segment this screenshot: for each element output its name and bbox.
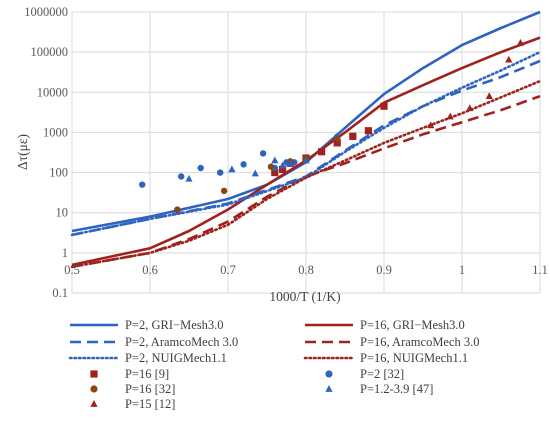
legend-label: P=15 [12] [125,397,175,411]
data-point-p-15-12 [446,112,454,120]
y-tick-label: 1000 [43,125,68,139]
series-line-p-2-nuigmech1-1 [70,50,542,237]
data-point-p-16-9 [364,127,372,135]
data-point-p-16-32 [174,206,181,213]
series-line-p-16-gri-mesh3-0 [71,36,541,267]
tick-layer: 0.5 0.6 0.7 0.8 0.9 1 1.1 0.1 1 10 100 1000 10000 100… [24,5,548,300]
data-point-p-15-12 [516,38,525,46]
legend-label: P=16, GRI−Mesh3.0 [360,318,465,332]
legend-swatch [325,370,333,378]
y-tick-label: 10000 [37,85,68,99]
legend-label: P=2, AramcoMech 3.0 [125,335,238,349]
data-point-p-1-2-3-9-47 [286,159,294,167]
x-tick-label: 1.1 [532,263,548,277]
data-point-p-1-2-3-9-47 [251,169,259,177]
legend-label: P=1.2-3.9 [47] [360,382,433,396]
legend-label: P=16, AramcoMech 3.0 [360,335,480,349]
x-tick-label: 0.9 [376,263,392,277]
data-point-p-16-9 [279,165,287,173]
data-point-p-15-12 [485,92,493,100]
data-point-p-2-32 [197,164,204,172]
y-tick-label: 10 [56,206,69,220]
y-tick-label: 1000000 [24,5,68,19]
data-point-p-16-9 [333,139,341,147]
legend-label: P=2, NUIGMech1.1 [125,351,227,365]
legend-swatch [90,370,98,378]
data-point-p-15-12 [505,55,513,63]
data-point-p-16-32 [220,187,228,195]
x-tick-label: 0.8 [298,263,314,277]
data-point-p-16-9 [349,132,357,140]
data-point-p-15-12 [466,104,474,112]
grid-layer [71,11,541,294]
data-point-p-1-2-3-9-47 [185,174,193,182]
data-point-p-1-2-3-9-47 [302,156,310,164]
data-point-p-2-32 [217,169,224,176]
data-point-p-1-2-3-9-47 [228,165,236,173]
data-point-p-1-2-3-9-47 [279,161,287,169]
y-axis-title: Δτ(με) [15,134,30,170]
x-axis-title: 1000/T (1/K) [269,289,340,304]
data-point-p-16-32 [267,163,275,170]
legend-label: P=2 [32] [360,367,404,381]
data-point-p-1-2-3-9-47 [271,156,279,164]
data-point-p-2-32 [178,173,185,180]
x-tick-label: 1 [459,263,465,277]
legend-label: P=16 [9] [125,367,169,381]
x-tick-label: 0.6 [142,263,158,277]
legend-label: P=16 [32] [125,382,175,396]
data-point-p-2-32 [259,150,267,157]
data-point-p-2-32 [240,161,247,168]
data-point-p-16-9 [380,102,388,110]
legend-swatch [325,385,333,392]
legend-swatch [90,400,98,407]
data-point-p-16-9 [271,168,279,177]
y-tick-label: 100000 [31,45,69,59]
legend: P=2, GRI−Mesh3.0 P=16, GRI−Mesh3.0 P=2, Ar… [68,318,480,411]
series-line-p-2-gri-mesh3-0 [71,10,541,233]
y-tick-label: 1 [62,246,68,260]
y-tick-label: 100 [49,166,68,180]
x-tick-label: 0.7 [220,263,236,277]
legend-label: P=2, GRI−Mesh3.0 [125,318,223,332]
data-point-p-16-32 [334,135,341,142]
marker-layer [139,38,525,213]
y-tick-label: 0.1 [52,286,68,300]
legend-swatch [90,385,98,393]
legend-label: P=16, NUIGMech1.1 [360,351,468,365]
data-point-p-15-12 [427,121,435,129]
data-point-p-2-32 [139,181,146,188]
data-point-p-16-9 [318,148,326,156]
x-tick-label: 0.5 [64,263,80,277]
